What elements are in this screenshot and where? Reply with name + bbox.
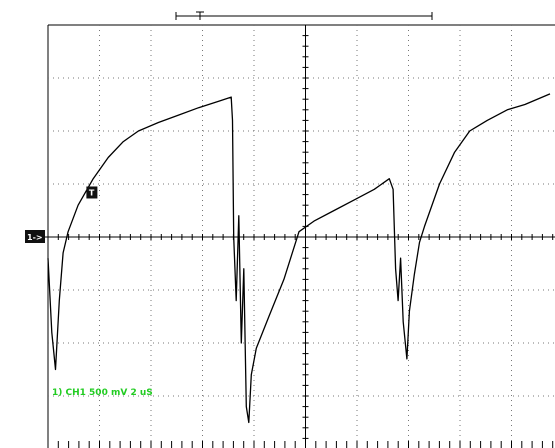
channel-readout: 1) CH1 500 mV 2 uS bbox=[52, 388, 153, 398]
graticule bbox=[45, 24, 555, 448]
waveform-trace bbox=[47, 93, 551, 424]
trigger-marker-text: T bbox=[89, 188, 95, 197]
channel-marker-text: 1-> bbox=[27, 233, 43, 242]
horizontal-position-bracket bbox=[175, 11, 433, 20]
trigger-marker: T bbox=[86, 186, 98, 199]
channel-marker: 1-> bbox=[25, 230, 45, 243]
